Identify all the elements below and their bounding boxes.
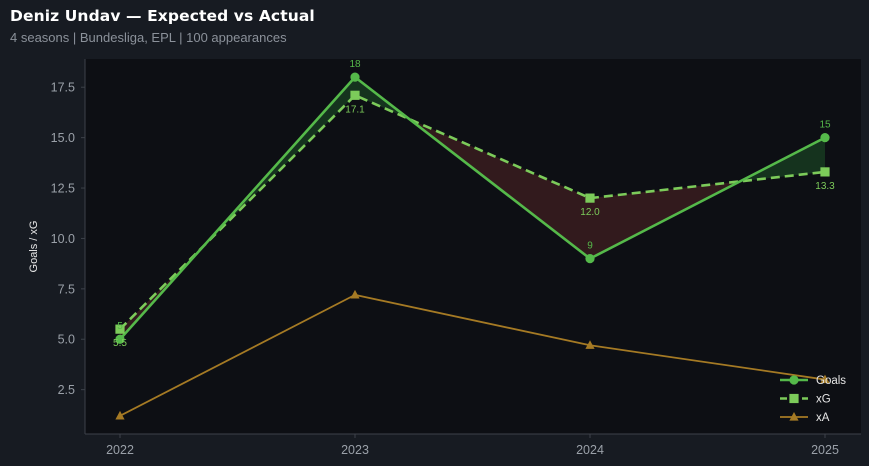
x-tick-label: 2024 (576, 443, 604, 457)
data-point-goals (115, 334, 125, 344)
chart-title: Deniz Undav — Expected vs Actual (10, 7, 315, 25)
series-line-xg (119, 93, 826, 331)
data-point-xa (350, 289, 360, 299)
legend: Goals xG xA (780, 375, 846, 424)
legend-label-goals: Goals (816, 375, 846, 387)
legend-marker-xa (789, 412, 799, 421)
series-line-xa (119, 293, 826, 417)
data-point-xg (350, 90, 360, 100)
y-tick-label: 10.0 (51, 232, 75, 246)
data-point-xg (115, 324, 125, 334)
data-point-goals (820, 133, 830, 143)
data-label-goals: 5 (117, 321, 123, 332)
series-line-goals (119, 75, 826, 341)
data-point-xa (585, 340, 595, 349)
legend-label-xg: xG (816, 394, 831, 406)
y-tick-label: 7.5 (58, 282, 75, 296)
data-point-goals (585, 253, 595, 264)
data-label-xg: 5.5 (113, 338, 127, 349)
plot-area (85, 59, 861, 434)
data-point-goals (350, 72, 360, 82)
series-lines-group (119, 75, 826, 417)
y-axis-label: Goals / xG (28, 221, 40, 273)
data-label-xg: 12.0 (580, 207, 600, 218)
data-point-xg (585, 193, 595, 203)
data-point-xg (820, 167, 830, 177)
legend-label-xa: xA (816, 412, 830, 424)
axes-group: 2.5 5.0 7.5 10.0 12.5 15.0 17.5 2022 2023 2024 202… (51, 59, 861, 457)
data-label-goals: 9 (587, 241, 593, 252)
data-label-goals: 18 (349, 59, 361, 70)
data-label-goals: 15 (819, 120, 831, 131)
chart-subtitle: 4 seasons | Bundesliga, EPL | 100 appear… (10, 30, 287, 45)
data-point-xa (115, 410, 125, 420)
data-point-xa (820, 374, 830, 384)
x-tick-label: 2022 (106, 443, 134, 457)
y-tick-label: 12.5 (51, 182, 75, 196)
data-labels-group: 5 18 9 15 5.5 17.1 12.0 13.3 (113, 59, 835, 349)
legend-marker-xg (789, 393, 799, 404)
series-markers-group (115, 72, 830, 420)
y-tick-label: 15.0 (51, 131, 75, 145)
data-label-xg: 13.3 (815, 181, 835, 192)
legend-marker-goals (789, 375, 799, 385)
x-tick-label: 2025 (811, 443, 839, 457)
x-tick-label: 2023 (341, 443, 369, 457)
y-tick-label: 2.5 (58, 383, 75, 397)
y-tick-label: 17.5 (51, 81, 75, 95)
y-tick-label: 5.0 (58, 333, 75, 347)
data-label-xg: 17.1 (345, 104, 365, 115)
